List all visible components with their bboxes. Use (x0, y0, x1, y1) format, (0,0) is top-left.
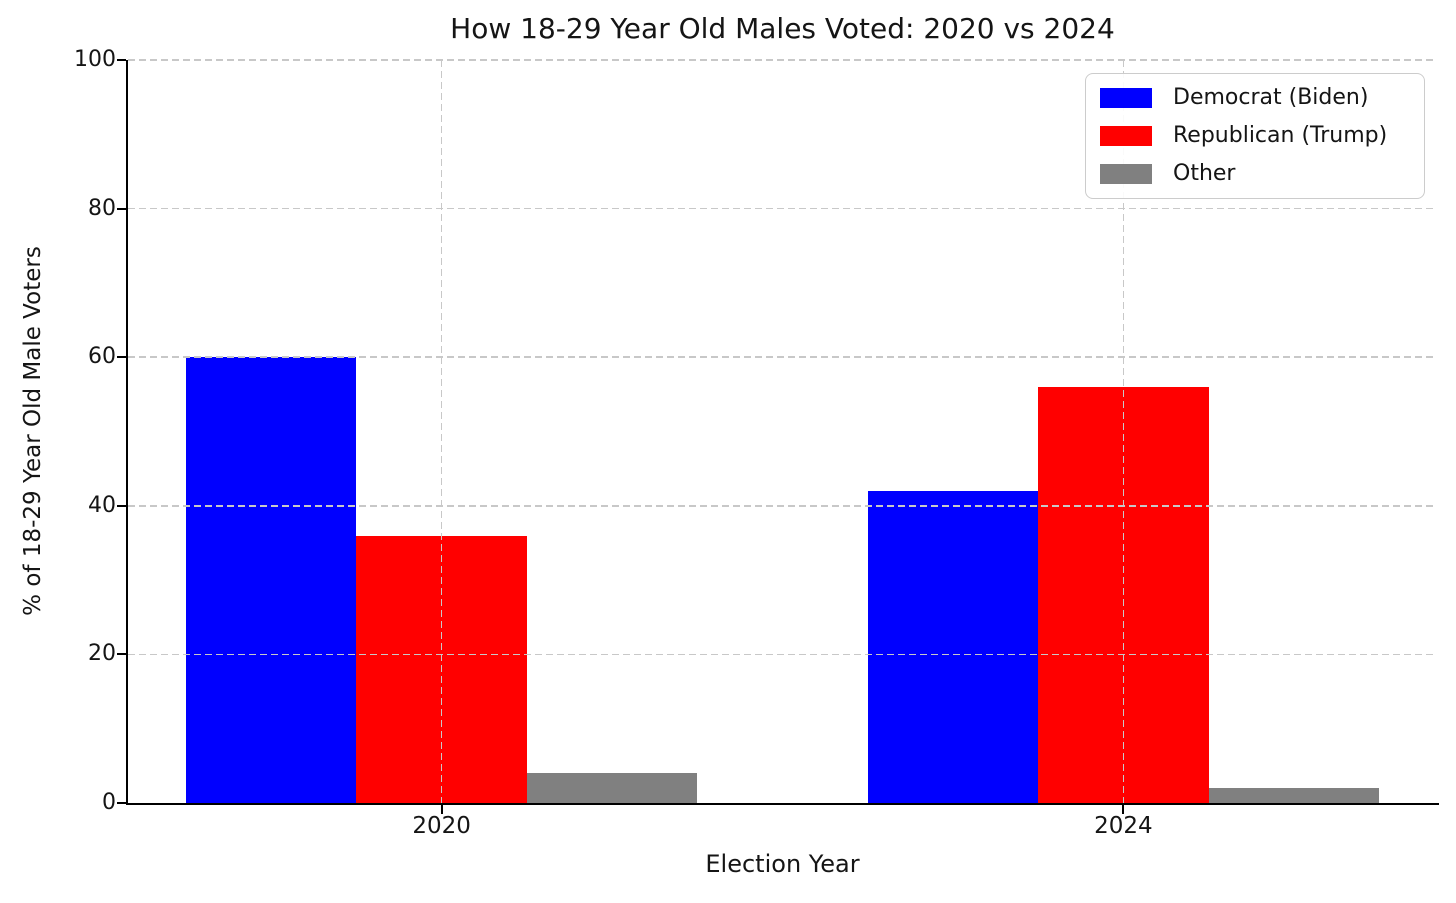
legend: Democrat (Biden) Republican (Trump) Other (1085, 73, 1425, 199)
legend-swatch-republican-trump (1100, 126, 1152, 146)
x-tick-label: 2024 (1094, 813, 1153, 839)
legend-entry-democrat-biden: Democrat (Biden) (1100, 85, 1410, 111)
h-gridline-60 (128, 356, 1437, 358)
legend-label: Other (1173, 161, 1236, 186)
y-axis-label: % of 18-29 Year Old Male Voters (20, 246, 46, 616)
y-tick-label: 100 (74, 47, 116, 72)
y-tick-mark-0 (117, 802, 126, 804)
legend-label: Republican (Trump) (1173, 123, 1388, 148)
legend-entry-other: Other (1100, 161, 1410, 187)
y-tick-mark-40 (117, 504, 126, 507)
bar-democrat-biden-2024 (867, 490, 1039, 803)
h-gridline-20 (128, 653, 1437, 656)
legend-label: Democrat (Biden) (1173, 85, 1369, 110)
y-tick-mark-80 (117, 207, 126, 210)
legend-swatch-democrat-biden (1100, 88, 1152, 108)
bar-democrat-biden-2020 (185, 357, 357, 803)
v-gridline-2020 (440, 60, 443, 803)
y-tick-mark-60 (117, 356, 126, 359)
x-tick-mark-2020 (440, 805, 443, 814)
legend-swatch-other (1100, 164, 1152, 184)
h-gridline-100 (128, 59, 1437, 61)
legend-entry-republican-trump: Republican (Trump) (1100, 123, 1410, 149)
y-tick-mark-100 (117, 59, 126, 61)
x-axis-spine (126, 803, 1439, 805)
y-axis-spine (126, 60, 128, 805)
y-tick-label: 60 (88, 344, 116, 370)
chart-title: How 18-29 Year Old Males Voted: 2020 vs … (450, 12, 1115, 45)
y-tick-label: 80 (88, 195, 116, 221)
y-tick-label: 40 (88, 492, 116, 518)
x-tick-mark-2024 (1122, 805, 1125, 814)
h-gridline-80 (128, 207, 1437, 210)
bar-other-2020 (526, 773, 698, 803)
plot-area (128, 59, 1437, 803)
bar-other-2024 (1208, 788, 1380, 803)
y-tick-label: 0 (102, 790, 116, 815)
v-gridline-2024 (1122, 60, 1125, 803)
y-tick-mark-20 (117, 653, 126, 656)
x-axis-label: Election Year (705, 850, 860, 878)
y-tick-label: 20 (88, 641, 116, 667)
h-gridline-40 (128, 505, 1437, 507)
x-tick-label: 2020 (412, 813, 471, 839)
